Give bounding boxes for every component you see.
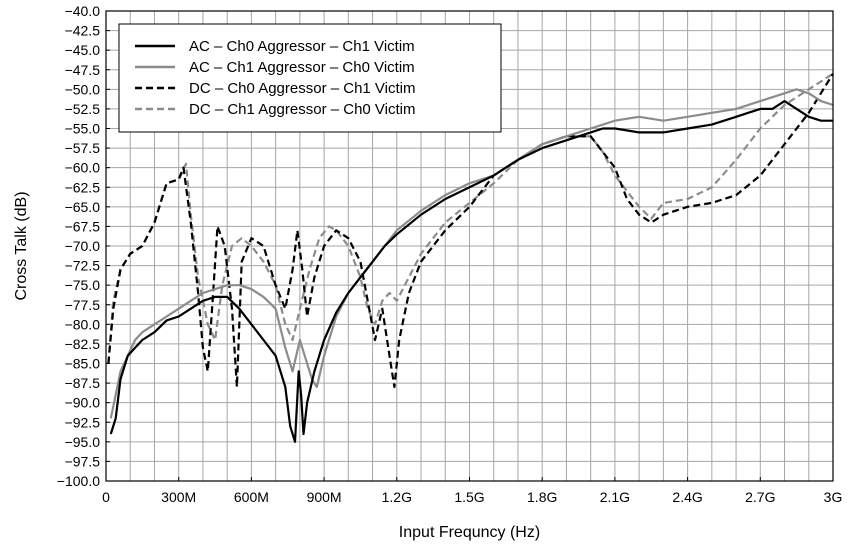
y-tick-label: −97.5 bbox=[65, 453, 101, 469]
x-tick-label: 300M bbox=[161, 489, 196, 505]
y-tick-label: −75.0 bbox=[65, 277, 101, 293]
y-tick-label: −82.5 bbox=[65, 336, 101, 352]
x-tick-label: 0 bbox=[102, 489, 110, 505]
x-tick-label: 1.8G bbox=[527, 489, 557, 505]
x-tick-label: 1.5G bbox=[454, 489, 484, 505]
y-axis-title: Cross Talk (dB) bbox=[13, 191, 30, 300]
x-tick-label: 2.4G bbox=[672, 489, 702, 505]
y-tick-label: −80.0 bbox=[65, 316, 101, 332]
y-tick-label: −90.0 bbox=[65, 395, 101, 411]
series-layer bbox=[107, 72, 834, 443]
legend-box bbox=[118, 23, 502, 133]
legend: AC – Ch0 Aggressor – Ch1 Victim AC – Ch1 … bbox=[118, 23, 502, 133]
y-tick-label: −72.5 bbox=[65, 258, 101, 274]
y-tick-label: −40.0 bbox=[65, 3, 101, 19]
legend-label: AC – Ch1 Aggressor – Ch0 Victim bbox=[189, 59, 415, 76]
y-tick-label: −87.5 bbox=[65, 375, 101, 391]
x-tick-label: 900M bbox=[307, 489, 342, 505]
x-tick-label: 2.1G bbox=[600, 489, 630, 505]
y-tick-label: −62.5 bbox=[65, 179, 101, 195]
y-tick-label: −85.0 bbox=[65, 356, 101, 372]
series-line-2 bbox=[109, 88, 834, 419]
y-tick-label: −95.0 bbox=[65, 434, 101, 450]
legend-label: DC – Ch1 Aggressor – Ch0 Victim bbox=[189, 101, 416, 118]
x-axis-title: Input Frequncy (Hz) bbox=[399, 524, 540, 541]
y-tick-label: −67.5 bbox=[65, 218, 101, 234]
y-tick-label: −100.0 bbox=[57, 473, 100, 489]
series-line-3 bbox=[107, 73, 834, 389]
y-tick-label: −45.0 bbox=[65, 42, 101, 58]
y-tick-label: −70.0 bbox=[65, 238, 101, 254]
y-tick-label: −57.5 bbox=[65, 140, 101, 156]
y-tick-label: −65.0 bbox=[65, 199, 101, 215]
x-tick-label: 600M bbox=[234, 489, 269, 505]
y-tick-label: −47.5 bbox=[65, 62, 101, 78]
y-tick-label: −52.5 bbox=[65, 101, 101, 117]
y-tick-label: −92.5 bbox=[65, 414, 101, 430]
legend-label: DC – Ch0 Aggressor – Ch1 Victim bbox=[189, 80, 416, 97]
x-tick-label: 2.7G bbox=[745, 489, 775, 505]
y-tick-label: −50.0 bbox=[65, 81, 101, 97]
series-line-1 bbox=[109, 99, 833, 443]
y-tick-label: −55.0 bbox=[65, 121, 101, 137]
y-tick-label: −60.0 bbox=[65, 160, 101, 176]
x-tick-label: 1.2G bbox=[382, 489, 412, 505]
y-tick-label: −77.5 bbox=[65, 297, 101, 313]
y-tick-label: −42.5 bbox=[65, 23, 101, 39]
y-axis: −40.0 −42.5 −45.0 −47.5 −50.0 −52.5 −55.0 −57.5… bbox=[57, 3, 110, 489]
legend-label: AC – Ch0 Aggressor – Ch1 Victim bbox=[189, 38, 415, 55]
x-tick-label: 3G bbox=[824, 489, 843, 505]
x-axis: 0 300M 600M 900M 1.2G 1.5G 1.8G 2.1G 2.4G 2.7G 3G bbox=[102, 477, 842, 505]
